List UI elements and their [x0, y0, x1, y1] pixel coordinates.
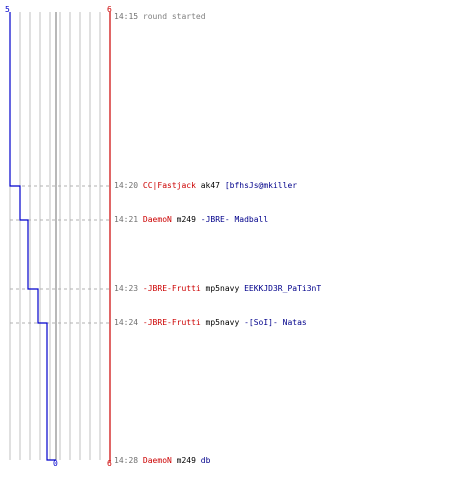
event-time: 14:21 — [114, 215, 139, 224]
event-time: 14:23 — [114, 284, 139, 293]
weapon-name: m249 — [176, 456, 196, 465]
victim-name: EEKKJD3R_PaTi3nT — [244, 284, 322, 293]
victim-name: [bfhsJs@mkiller — [224, 181, 298, 190]
red-team-end-count: 6 — [107, 459, 112, 468]
weapon-name: m249 — [176, 215, 196, 224]
event-time: 14:28 — [114, 456, 139, 465]
event-time: 14:24 — [114, 318, 139, 327]
victim-name: -[SoI]- Natas — [244, 318, 307, 327]
event-row: 14:15 round started — [114, 11, 206, 23]
killer-name: DaemoN — [142, 456, 172, 465]
weapon-name: mp5navy — [205, 318, 240, 327]
blue-team-start-count: 5 — [5, 5, 10, 14]
event-row: 14:20 CC|Fastjack ak47 [bfhsJs@mkiller — [114, 180, 297, 192]
killer-name: DaemoN — [142, 215, 172, 224]
blue-team-alive-line — [9, 12, 56, 461]
killer-name: -JBRE-Frutti — [142, 318, 201, 327]
event-time: 14:20 — [114, 181, 139, 190]
event-row: 14:23 -JBRE-Frutti mp5navy EEKKJD3R_PaTi… — [114, 283, 321, 295]
event-row: 14:24 -JBRE-Frutti mp5navy -[SoI]- Natas — [114, 317, 307, 329]
weapon-name: ak47 — [200, 181, 220, 190]
red-team-start-count: 6 — [107, 5, 112, 14]
blue-team-end-count: 0 — [53, 459, 58, 468]
event-time: 14:15 — [114, 12, 139, 21]
event-message: round started — [142, 12, 206, 21]
victim-name: -JBRE- Madball — [200, 215, 269, 224]
killer-name: -JBRE-Frutti — [142, 284, 201, 293]
victim-name: db — [200, 456, 211, 465]
weapon-name: mp5navy — [205, 284, 240, 293]
killer-name: CC|Fastjack — [142, 181, 196, 190]
event-row: 14:21 DaemoN m249 -JBRE- Madball — [114, 214, 268, 226]
event-row: 14:28 DaemoN m249 db — [114, 455, 210, 467]
